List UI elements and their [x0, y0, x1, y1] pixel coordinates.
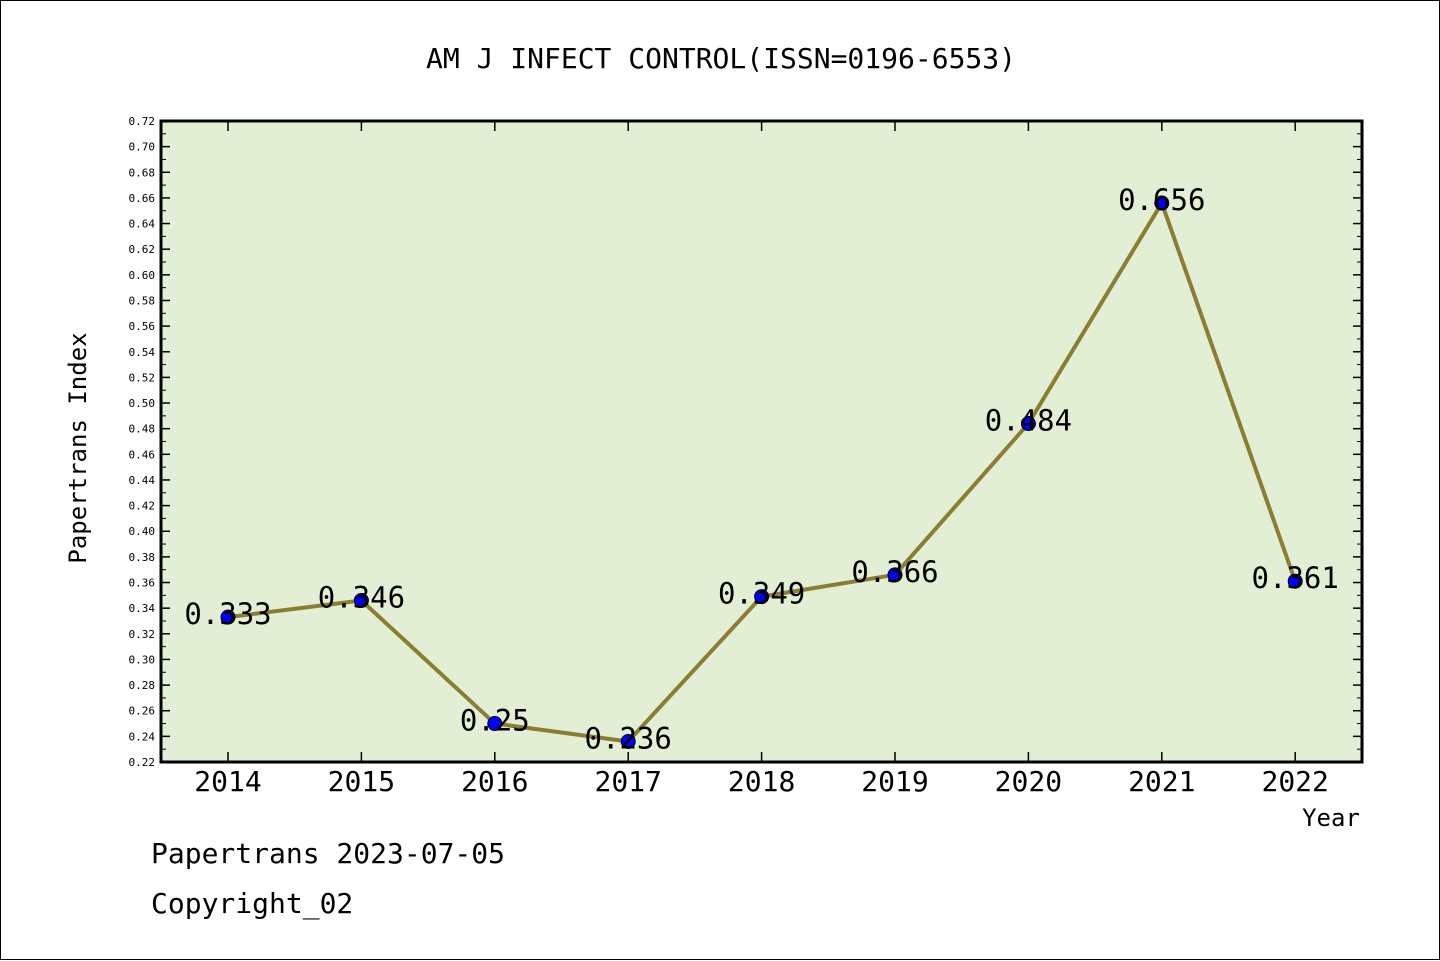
- data-point: [353, 592, 369, 608]
- data-label: 0.236: [585, 721, 672, 755]
- x-tick-label: 2014: [194, 765, 261, 798]
- x-tick-label: 2016: [461, 765, 528, 798]
- data-point: [754, 589, 770, 605]
- data-point: [1154, 195, 1170, 211]
- plot-border: [159, 119, 1364, 764]
- y-axis-label: Papertrans Index: [64, 332, 92, 563]
- data-point: [487, 716, 503, 732]
- y-tick-label: 0.62: [129, 243, 156, 256]
- y-tick-label: 0.22: [129, 756, 156, 769]
- y-tick-label: 0.26: [129, 705, 156, 718]
- chart-title: AM J INFECT CONTROL(ISSN=0196-6553): [426, 42, 1016, 75]
- y-tick-label: 0.64: [129, 218, 156, 231]
- data-label: 0.361: [1252, 561, 1339, 595]
- y-tick-label: 0.68: [129, 166, 156, 179]
- y-tick-label: 0.24: [129, 730, 156, 743]
- data-point: [1020, 416, 1036, 432]
- x-tick-label: 2021: [1128, 765, 1195, 798]
- y-tick-label: 0.70: [129, 141, 156, 154]
- x-tick-label: 2020: [995, 765, 1062, 798]
- data-label: 0.349: [718, 577, 805, 611]
- y-tick-label: 0.36: [129, 577, 156, 590]
- y-tick-label: 0.42: [129, 500, 156, 513]
- data-point: [220, 609, 236, 625]
- y-tick-label: 0.52: [129, 371, 156, 384]
- data-label: 0.25: [460, 704, 530, 738]
- footer-copyright: Copyright_02: [151, 887, 354, 920]
- x-tick-label: 2019: [861, 765, 928, 798]
- x-tick-label: 2017: [594, 765, 661, 798]
- data-label: 0.346: [318, 580, 405, 614]
- data-point: [620, 733, 636, 749]
- y-tick-label: 0.32: [129, 628, 156, 641]
- y-tick-label: 0.30: [129, 653, 156, 666]
- data-point: [1287, 573, 1303, 589]
- data-labels: 0.333 0.346 0.25 0.236 0.349 0.366 0.484 0.656 0…: [184, 183, 1339, 755]
- x-axis: 2014 2015 2016 2017 2018 2019 2020 2021 2022: [194, 121, 1329, 798]
- series-line: [220, 195, 1303, 749]
- y-tick-label: 0.38: [129, 551, 156, 564]
- y-tick-label: 0.48: [129, 423, 156, 436]
- x-tick-label: 2018: [728, 765, 795, 798]
- y-tick-label: 0.34: [129, 602, 156, 615]
- y-tick-label: 0.44: [129, 474, 156, 487]
- y-tick-label: 0.50: [129, 397, 156, 410]
- y-tick-label: 0.28: [129, 679, 156, 692]
- data-label: 0.484: [985, 404, 1072, 438]
- y-tick-label: 0.46: [129, 448, 156, 461]
- x-axis-label: Year: [1302, 804, 1360, 832]
- footer-date: Papertrans 2023-07-05: [151, 837, 506, 870]
- y-tick-label: 0.60: [129, 269, 156, 282]
- y-tick-label: 0.40: [129, 525, 156, 538]
- y-tick-label: 0.66: [129, 192, 156, 205]
- y-tick-label: 0.54: [129, 346, 156, 359]
- plot-area: [161, 121, 1362, 762]
- data-label: 0.366: [851, 555, 938, 589]
- y-tick-label: 0.72: [129, 115, 156, 128]
- data-label: 0.656: [1118, 183, 1205, 217]
- x-tick-label: 2015: [328, 765, 395, 798]
- x-tick-label: 2022: [1261, 765, 1328, 798]
- y-tick-label: 0.58: [129, 294, 156, 307]
- data-point: [887, 567, 903, 583]
- data-label: 0.333: [184, 597, 271, 631]
- y-tick-label: 0.56: [129, 320, 156, 333]
